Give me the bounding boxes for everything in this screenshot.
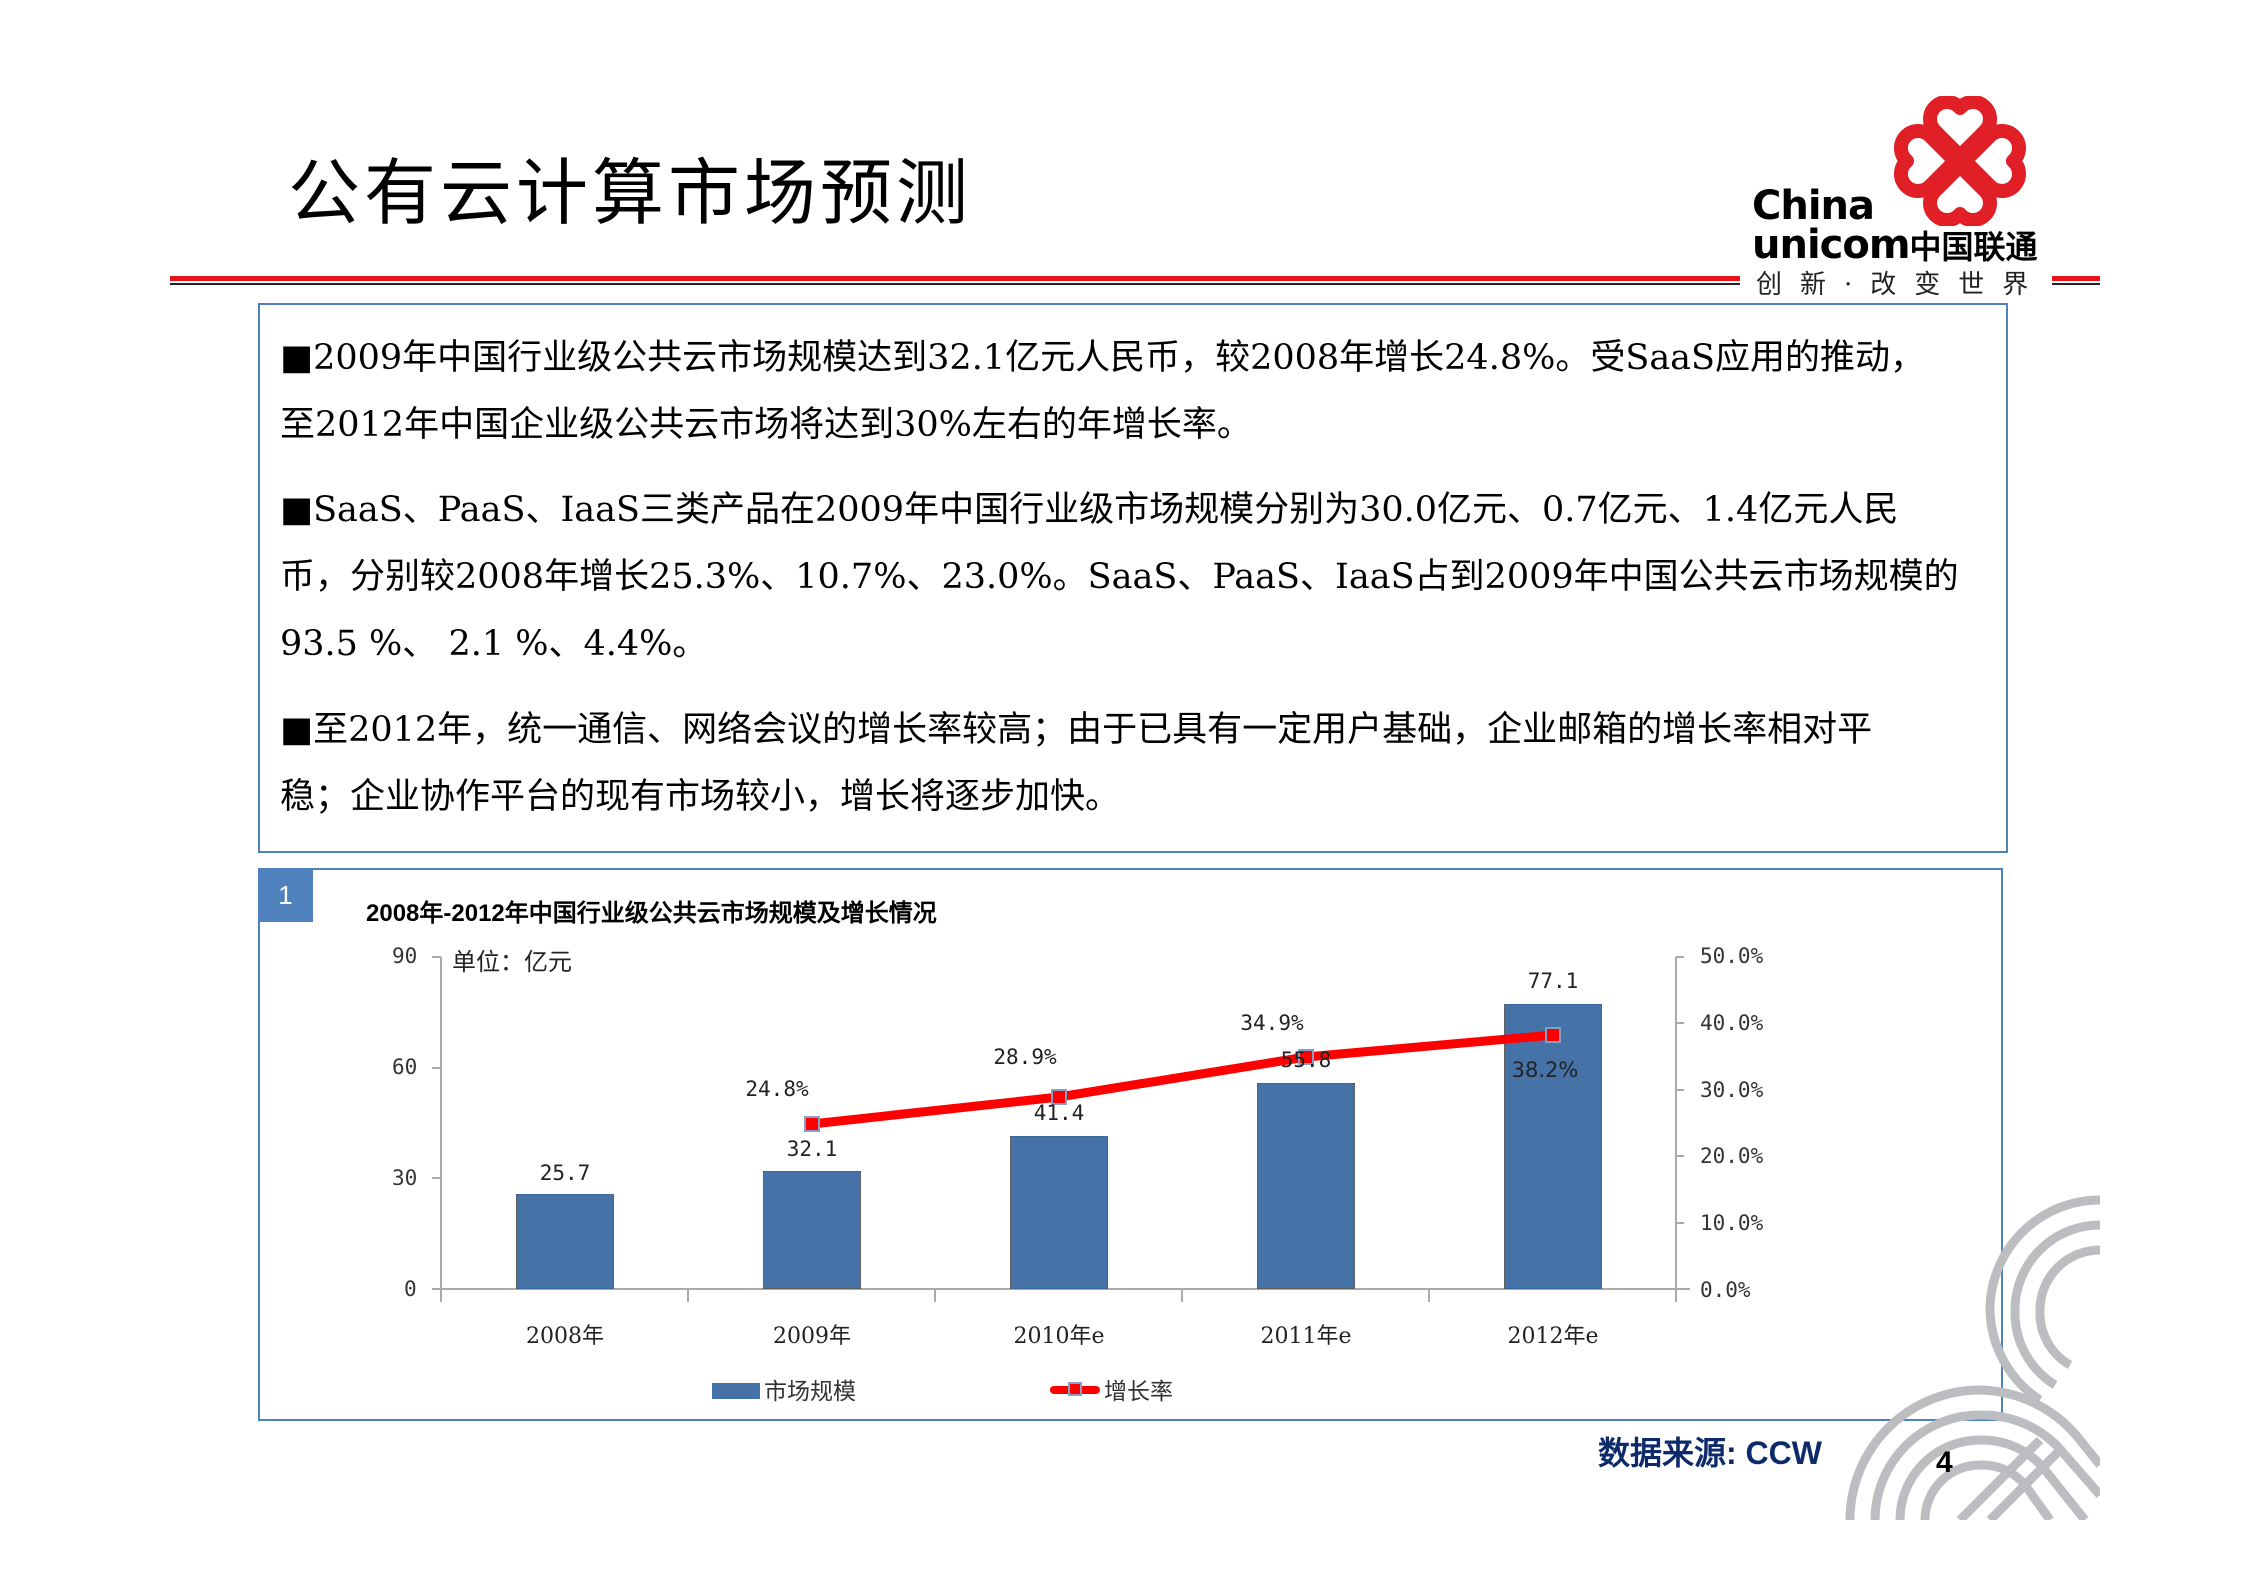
data-source: 数据来源: CCW: [1598, 1435, 1822, 1471]
y-left-tick-30: 30: [392, 1166, 418, 1190]
y-right-tick-0: 0.0%: [1700, 1278, 1751, 1302]
bullet-3-line-1: ■至2012年，统一通信、网络会议的增长率较高；由于已具有一定用户基础，企业邮箱…: [280, 710, 1873, 750]
logo-slogan: 创新·改变世界: [1756, 270, 2047, 300]
header-rule-red-right: [2052, 276, 2100, 281]
bullet-1-line-2: 至2012年中国企业级公共云市场将达到30%左右的年增长率。: [280, 405, 1252, 445]
y-left-tick-60: 60: [392, 1055, 418, 1079]
y-right-tick-40: 40.0%: [1700, 1011, 1764, 1035]
bullet-2-line-2: 币，分别较2008年增长25.3%、10.7%、23.0%。SaaS、PaaS、…: [280, 557, 1959, 597]
y-right-tick-50: 50.0%: [1700, 944, 1764, 968]
bullet-3-line-2: 稳；企业协作平台的现有市场较小，增长将逐步加快。: [280, 777, 1121, 817]
bullet-2-line-3: 93.5 %、 2.1 %、4.4%。: [280, 624, 708, 664]
legend-bar-label: 市场规模: [764, 1379, 856, 1405]
y-left-tick-90: 90: [392, 944, 418, 968]
x-label-2011: 2011年e: [1260, 1324, 1352, 1349]
header-rule-red: [170, 276, 1740, 281]
logo-china-text: China: [1752, 183, 1875, 229]
legend-line-label: 增长率: [1104, 1379, 1173, 1405]
slide-title: 公有云计算市场预测: [288, 151, 973, 235]
bar-2008: [516, 1194, 614, 1289]
y-right-tick-30: 30.0%: [1700, 1078, 1764, 1102]
bullet-2-line-1: ■SaaS、PaaS、IaaS三类产品在2009年中国行业级市场规模分别为30.…: [280, 490, 1899, 530]
chart-panel: [258, 868, 2003, 1421]
bar-label-2009: 32.1: [786, 1137, 838, 1161]
growth-label-2010: 28.9%: [993, 1045, 1057, 1069]
y-left-tick-0: 0: [404, 1277, 417, 1301]
chart-number-badge: 1: [258, 868, 313, 922]
bar-2009: [763, 1171, 861, 1289]
bar-label-2012: 77.1: [1527, 969, 1579, 993]
legend-line-marker-icon: [1068, 1382, 1082, 1396]
logo-unicom-text: unicom: [1752, 222, 1911, 268]
header-rule-black: [170, 283, 1740, 285]
chart-unit-label: 单位：亿元: [452, 948, 572, 976]
bar-label-2011: 55.8: [1280, 1048, 1332, 1072]
logo-unicom-row: unicom中国联通: [1752, 222, 2038, 268]
bar-2012: [1504, 1004, 1602, 1289]
chart-title: 2008年-2012年中国行业级公共云市场规模及增长情况: [366, 900, 937, 927]
x-label-2010: 2010年e: [1013, 1324, 1105, 1349]
x-label-2009: 2009年: [773, 1324, 851, 1349]
bullet-3: ■至2012年，统一通信、网络会议的增长率较高；由于已具有一定用户基础，企业邮箱…: [280, 697, 2000, 831]
logo-cn-name: 中国联通: [1909, 228, 2038, 266]
growth-label-2011: 34.9%: [1240, 1011, 1304, 1035]
bullet-2: ■SaaS、PaaS、IaaS三类产品在2009年中国行业级市场规模分别为30.…: [280, 477, 2000, 678]
bullet-1-line-1: ■2009年中国行业级公共云市场规模达到32.1亿元人民币，较2008年增长24…: [280, 338, 1926, 378]
growth-label-2009: 24.8%: [745, 1077, 809, 1101]
bar-label-2008: 25.7: [539, 1161, 591, 1185]
legend-bar-swatch-icon: [712, 1383, 760, 1399]
x-label-2008: 2008年: [526, 1324, 604, 1349]
y-right-tick-20: 20.0%: [1700, 1144, 1764, 1168]
header-rule-black-right: [2052, 283, 2100, 285]
x-label-2012: 2012年e: [1507, 1324, 1599, 1349]
y-right-tick-10: 10.0%: [1700, 1211, 1764, 1235]
bullet-1: ■2009年中国行业级公共云市场规模达到32.1亿元人民币，较2008年增长24…: [280, 325, 2000, 459]
page-number: 4: [1936, 1446, 1953, 1479]
summary-textbox: ■2009年中国行业级公共云市场规模达到32.1亿元人民币，较2008年增长24…: [258, 303, 2008, 853]
bar-2011: [1257, 1083, 1355, 1289]
corner-knot-decoration-icon: [1845, 1195, 2100, 1520]
growth-label-2012: 38.2%: [1511, 1058, 1579, 1082]
bar-label-2010: 41.4: [1033, 1101, 1085, 1125]
unicom-knot-logo-icon: [1875, 95, 2045, 227]
bar-2010: [1010, 1136, 1108, 1289]
